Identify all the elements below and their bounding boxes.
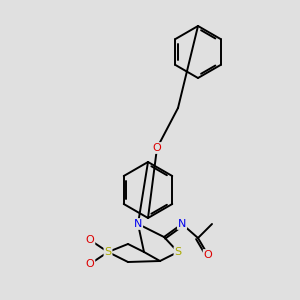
Text: O: O [85, 259, 94, 269]
Text: O: O [85, 235, 94, 245]
Text: O: O [153, 143, 161, 153]
Text: N: N [178, 219, 186, 229]
Text: O: O [204, 250, 212, 260]
Text: S: S [174, 247, 182, 257]
Text: N: N [134, 219, 142, 229]
Text: S: S [104, 247, 112, 257]
